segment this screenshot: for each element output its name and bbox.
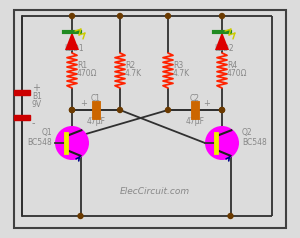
Text: R3: R3 [173, 60, 183, 69]
Circle shape [78, 213, 83, 218]
Circle shape [70, 108, 74, 113]
Circle shape [166, 108, 170, 113]
Text: BC548: BC548 [242, 138, 267, 147]
Text: 470Ω: 470Ω [227, 69, 247, 79]
Text: BC548: BC548 [27, 138, 52, 147]
Circle shape [220, 108, 224, 113]
Text: Q1: Q1 [41, 128, 52, 137]
Circle shape [166, 14, 170, 19]
Text: 47µF: 47µF [86, 117, 106, 126]
Text: +: + [32, 83, 40, 93]
Circle shape [205, 126, 239, 160]
Circle shape [220, 14, 224, 19]
Polygon shape [215, 32, 229, 50]
Text: R1: R1 [77, 60, 87, 69]
Text: +: + [81, 99, 87, 108]
Text: 47µF: 47µF [185, 117, 205, 126]
Text: B1: B1 [32, 92, 42, 101]
Bar [14, 90, 30, 95]
Text: 470Ω: 470Ω [77, 69, 98, 79]
Circle shape [118, 108, 122, 113]
Text: LED2: LED2 [214, 44, 234, 53]
Text: -: - [32, 118, 35, 128]
Circle shape [220, 108, 224, 113]
Circle shape [55, 126, 89, 160]
Circle shape [118, 14, 122, 19]
Text: C2: C2 [190, 94, 200, 103]
Bar [14, 115, 30, 120]
Polygon shape [65, 32, 79, 50]
Text: 9V: 9V [32, 100, 42, 109]
Circle shape [70, 14, 74, 19]
Text: LED1: LED1 [64, 44, 84, 53]
Circle shape [70, 108, 74, 113]
Text: 4.7K: 4.7K [125, 69, 142, 79]
Text: R2: R2 [125, 60, 135, 69]
Circle shape [228, 213, 233, 218]
Text: 4.7K: 4.7K [173, 69, 190, 79]
Text: C1: C1 [91, 94, 101, 103]
Text: Q2: Q2 [242, 128, 253, 137]
Text: R4: R4 [227, 60, 237, 69]
Text: +: + [204, 99, 210, 108]
Text: ElecCircuit.com: ElecCircuit.com [120, 187, 190, 195]
